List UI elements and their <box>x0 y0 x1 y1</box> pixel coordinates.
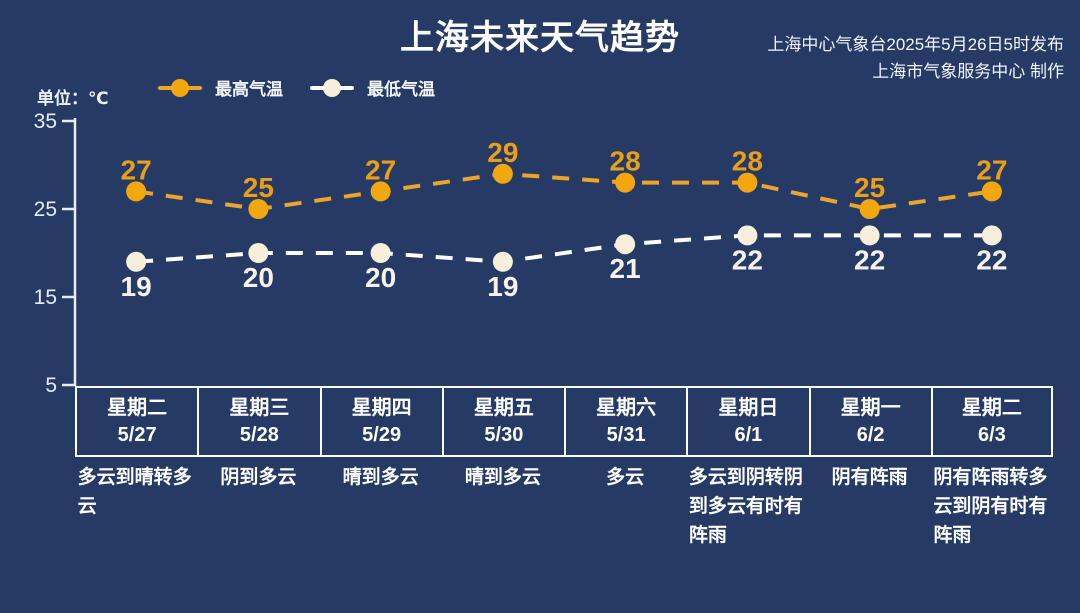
weekday-label: 星期二 <box>107 397 168 419</box>
最高气温-value-label: 28 <box>610 146 641 177</box>
weather-description-cell: 晴到多云 <box>442 463 564 550</box>
最低气温-value-label: 21 <box>610 253 641 284</box>
day-column: 星期六 5/31 <box>564 388 686 455</box>
最低气温-value-label: 22 <box>854 244 885 275</box>
weather-description-text: 晴到多云 <box>342 467 419 488</box>
最高气温-point <box>981 181 1002 202</box>
day-column: 星期日 6/1 <box>686 388 808 455</box>
最低气温-line <box>135 233 992 264</box>
最高气温-value-label: 25 <box>854 172 885 203</box>
最高气温-point <box>126 181 147 202</box>
weather-description-cell: 多云到阴转阴到多云有时有阵雨 <box>686 463 808 550</box>
high-temp-dot-icon <box>171 78 189 97</box>
最高气温-line <box>135 171 993 212</box>
low-temp-dot-icon <box>323 78 341 97</box>
weather-description-text: 晴到多云 <box>464 467 541 488</box>
weather-description-row: 多云到晴转多云 阴到多云 晴到多云 晴到多云 多云 多云到阴转阴到多云有时有阵雨 阴有阵雨 阴… <box>75 463 1053 550</box>
date-label: 6/1 <box>734 424 763 446</box>
weekday-label: 星期三 <box>229 397 290 419</box>
weekday-label: 星期日 <box>718 397 779 419</box>
date-label: 5/27 <box>117 424 157 446</box>
weather-description-cell: 晴到多云 <box>320 463 442 550</box>
weather-description-cell: 多云 <box>564 463 686 550</box>
high-temp-line-dot-icon <box>158 78 202 97</box>
最低气温-value-label: 20 <box>365 262 396 293</box>
legend-item-high-temp: 最高气温 <box>158 75 283 100</box>
最高气温-point <box>248 199 269 219</box>
date-label: 6/2 <box>856 424 885 446</box>
最低气温-value-label: 20 <box>243 262 274 293</box>
最高气温-point <box>737 172 758 193</box>
chart-legend: 最高气温 最低气温 <box>158 75 435 100</box>
weekday-label: 星期四 <box>351 397 412 419</box>
weather-description-cell: 多云到晴转多云 <box>75 463 197 550</box>
最低气温-value-label: 22 <box>976 244 1007 275</box>
weather-description-cell: 阴有阵雨 <box>809 463 931 550</box>
date-label: 5/29 <box>362 424 402 446</box>
最低气温-value-label: 19 <box>121 271 152 302</box>
最高气温-value-label: 27 <box>976 154 1007 185</box>
day-column: 星期三 5/28 <box>197 388 319 455</box>
最低气温-point <box>370 243 391 263</box>
最低气温-point <box>859 225 880 246</box>
weather-description-text: 多云 <box>606 467 645 488</box>
date-label: 5/31 <box>606 424 646 446</box>
weather-description-cell: 阴有阵雨转多云到阴有时有阵雨 <box>931 463 1053 550</box>
date-label: 5/28 <box>239 424 279 446</box>
最低气温-value-label: 19 <box>487 271 518 302</box>
最高气温-value-label: 25 <box>243 172 274 203</box>
最高气温-point <box>370 181 391 202</box>
day-column: 星期二 5/27 <box>75 388 197 455</box>
y-axis-tick-label: 35 <box>34 110 57 133</box>
最低气温-point <box>248 243 269 263</box>
weather-description-text: 阴有阵雨 <box>831 467 908 488</box>
weather-description-text: 多云到阴转阴到多云有时有阵雨 <box>688 467 803 546</box>
legend-label-low-temp: 最低气温 <box>367 80 435 99</box>
最高气温-value-label: 27 <box>121 154 152 185</box>
weather-description-cell: 阴到多云 <box>197 463 319 550</box>
最高气温-value-label: 27 <box>365 154 396 185</box>
最高气温-point <box>492 163 513 184</box>
y-axis-tick-label: 15 <box>34 286 57 309</box>
最低气温-point <box>492 251 513 272</box>
page-title: 上海未来天气趋势 <box>400 19 680 57</box>
day-header-band: 星期二 5/27 星期三 5/28 星期四 5/29 星期五 5/30 星期六 5/31 星期日 6/… <box>75 386 1053 457</box>
low-temp-line-dot-icon <box>310 78 354 97</box>
legend-item-low-temp: 最低气温 <box>310 75 435 100</box>
最低气温-point <box>737 225 758 246</box>
最高气温-point <box>615 172 636 193</box>
legend-label-high-temp: 最高气温 <box>215 80 283 99</box>
weather-description-text: 阴到多云 <box>220 467 297 488</box>
date-label: 6/3 <box>977 424 1006 446</box>
最高气温-value-label: 29 <box>487 137 518 168</box>
最低气温-point <box>981 225 1002 246</box>
day-column: 星期二 6/3 <box>930 388 1053 455</box>
day-column: 星期四 5/29 <box>319 388 442 455</box>
source-attribution: 上海中心气象台2025年5月26日5时发布 上海市气象服务中心 制作 <box>767 31 1064 85</box>
最低气温-point <box>126 251 147 272</box>
day-column: 星期一 6/2 <box>808 388 931 455</box>
最高气温-point <box>859 199 880 219</box>
weather-description-text: 阴有阵雨转多云到阴有时有阵雨 <box>933 467 1048 546</box>
date-label: 5/30 <box>484 424 524 446</box>
producer-text: 上海市气象服务中心 制作 <box>872 62 1064 81</box>
weather-description-text: 多云到晴转多云 <box>77 467 192 517</box>
unit-label: 单位：℃ <box>37 89 109 108</box>
issue-time-text: 上海中心气象台2025年5月26日5时发布 <box>767 35 1064 54</box>
weekday-label: 星期一 <box>840 397 901 419</box>
day-column: 星期五 5/30 <box>441 388 564 455</box>
y-axis-tick-label: 5 <box>45 374 57 397</box>
最低气温-value-label: 22 <box>732 244 763 275</box>
y-axis-tick-label: 25 <box>34 198 57 221</box>
最低气温-point <box>615 234 636 255</box>
weekday-label: 星期二 <box>961 397 1022 419</box>
最高气温-value-label: 28 <box>732 146 763 177</box>
weekday-label: 星期六 <box>596 397 657 419</box>
weekday-label: 星期五 <box>473 397 534 419</box>
